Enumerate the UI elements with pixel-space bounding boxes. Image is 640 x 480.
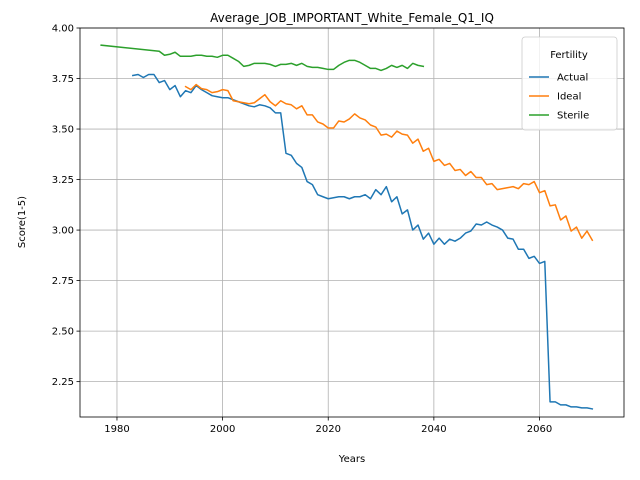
x-tick-label: 2040 bbox=[421, 424, 446, 435]
y-tick-label: 3.75 bbox=[52, 74, 74, 85]
chart-title: Average_JOB_IMPORTANT_White_Female_Q1_IQ bbox=[210, 11, 494, 25]
y-tick-label: 2.75 bbox=[52, 276, 74, 287]
y-tick-label: 3.25 bbox=[52, 175, 74, 186]
y-axis-label: Score(1-5) bbox=[17, 196, 28, 248]
x-tick-label: 2000 bbox=[210, 424, 235, 435]
y-tick-label: 4.00 bbox=[52, 24, 74, 35]
series-line-sterile bbox=[100, 44, 425, 72]
legend-items: Actual Ideal Sterile bbox=[529, 73, 589, 122]
y-axis-ticks: 2.25 2.50 2.75 3.00 3.25 3.50 3.75 4.00 bbox=[52, 24, 80, 388]
legend-title: Fertility bbox=[550, 50, 588, 61]
y-tick-label: 3.50 bbox=[52, 125, 74, 136]
y-tick-label: 2.50 bbox=[52, 327, 74, 338]
legend-label-ideal: Ideal bbox=[557, 92, 581, 103]
x-tick-label: 1980 bbox=[104, 424, 129, 435]
x-tick-label: 2060 bbox=[527, 424, 552, 435]
legend-label-sterile: Sterile bbox=[557, 111, 589, 122]
x-axis-ticks: 1980 2000 2020 2040 2060 bbox=[104, 417, 552, 435]
plot-frame bbox=[79, 27, 625, 418]
series-line-ideal bbox=[184, 83, 594, 242]
y-tick-label: 3.00 bbox=[52, 226, 74, 237]
x-axis-label: Years bbox=[338, 454, 365, 465]
series-layer bbox=[100, 44, 594, 410]
y-tick-label: 2.25 bbox=[52, 377, 74, 388]
legend-label-actual: Actual bbox=[557, 73, 588, 84]
x-tick-label: 2020 bbox=[316, 424, 341, 435]
legend: Fertility Actual Ideal Sterile bbox=[521, 36, 618, 131]
legend-box bbox=[521, 36, 618, 131]
series-line-actual bbox=[131, 73, 594, 410]
